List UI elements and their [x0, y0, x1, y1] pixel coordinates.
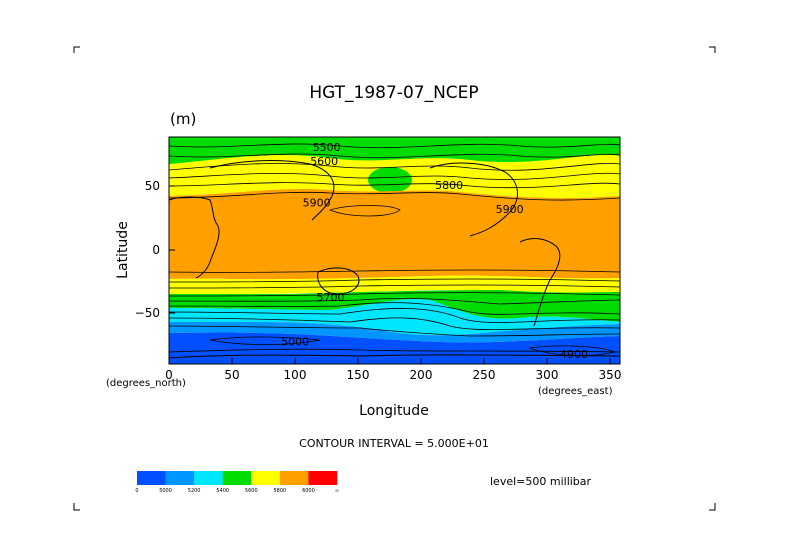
- contour-lines: [168, 143, 621, 356]
- band-yellow-south: [169, 275, 620, 294]
- colorbar-swatch: [308, 471, 338, 485]
- colorbar-swatch: [279, 471, 309, 485]
- x-tick-label: 250: [473, 368, 496, 382]
- x-tick-label: 0: [165, 368, 173, 382]
- chart-title: HGT_1987-07_NCEP: [309, 83, 478, 103]
- band-cyan-south: [169, 299, 620, 336]
- coast-north-america: [429, 162, 518, 237]
- colorbar-label: 5000: [159, 488, 172, 494]
- contour-label: 5800: [435, 179, 463, 192]
- y-axis-unit-label: (degrees_north): [106, 378, 186, 389]
- band-blue-south: [169, 332, 620, 364]
- contour-label: 5900: [303, 197, 331, 210]
- colorbar-swatch: [251, 471, 281, 485]
- colorbar-label: 5600: [245, 488, 258, 494]
- x-axis-title: Longitude: [359, 403, 429, 419]
- colorbar-swatch: [194, 471, 224, 485]
- y-tick-label: 0: [152, 243, 160, 257]
- x-tick-label: 200: [410, 368, 433, 382]
- colorbar-swatch: [137, 471, 166, 485]
- colorbar-label: 6000: [302, 488, 315, 494]
- green-cell-north-pacific: [368, 167, 412, 193]
- level-text: level=500 millibar: [490, 475, 592, 488]
- coast-australia: [317, 267, 360, 295]
- colorbar-label: 5200: [188, 488, 201, 494]
- coast-south-america: [519, 238, 561, 327]
- contour-label: 5900: [496, 203, 524, 216]
- x-tick-label: 50: [224, 368, 239, 382]
- coast-antarctica: [168, 354, 621, 359]
- y-tick-label: −50: [135, 306, 160, 320]
- contour-label: 5700: [317, 291, 345, 304]
- x-tick-label: 100: [284, 368, 307, 382]
- colorbar-swatch: [222, 471, 252, 485]
- crop-mark-top-right: [709, 46, 716, 53]
- colorbar: 0 5000 5200 5400 5600 5800 6000 ∞: [135, 471, 339, 494]
- x-tick-labels: 0 50 100 150 200 250 300 350: [165, 368, 621, 382]
- y-tick-label: 50: [145, 179, 160, 193]
- contour-label: 5500: [313, 141, 341, 154]
- x-tick-label: 150: [347, 368, 370, 382]
- tick-marks: [169, 185, 611, 364]
- colorbar-label: 5800: [273, 488, 286, 494]
- contour-label: 4900: [560, 348, 588, 361]
- coast-asia: [209, 160, 335, 221]
- crop-marks: [73, 46, 716, 511]
- y-axis-title: Latitude: [115, 221, 131, 279]
- colorbar-label: 0: [135, 488, 138, 494]
- contour-interval-text: CONTOUR INTERVAL = 5.000E+01: [299, 437, 489, 450]
- x-axis-unit-label: (degrees_east): [538, 386, 613, 397]
- units-label: (m): [170, 110, 196, 128]
- filled-contour-bands: [169, 137, 620, 364]
- crop-mark-bottom-left: [73, 503, 80, 511]
- crop-mark-bottom-right: [709, 503, 716, 511]
- colorbar-label: ∞: [335, 488, 339, 494]
- crop-mark-top-left: [73, 46, 80, 53]
- contour-label: 5000: [281, 335, 309, 348]
- y-tick-labels: 50 0 −50: [135, 179, 160, 320]
- continent-outlines: [168, 160, 621, 359]
- colorbar-label: 5400: [216, 488, 229, 494]
- contour-label: 5600: [310, 155, 338, 168]
- coast-africa: [168, 196, 220, 279]
- x-tick-label: 300: [536, 368, 559, 382]
- band-orange-tropics: [169, 188, 620, 280]
- x-tick-label: 350: [599, 368, 622, 382]
- colorbar-swatch: [165, 471, 195, 485]
